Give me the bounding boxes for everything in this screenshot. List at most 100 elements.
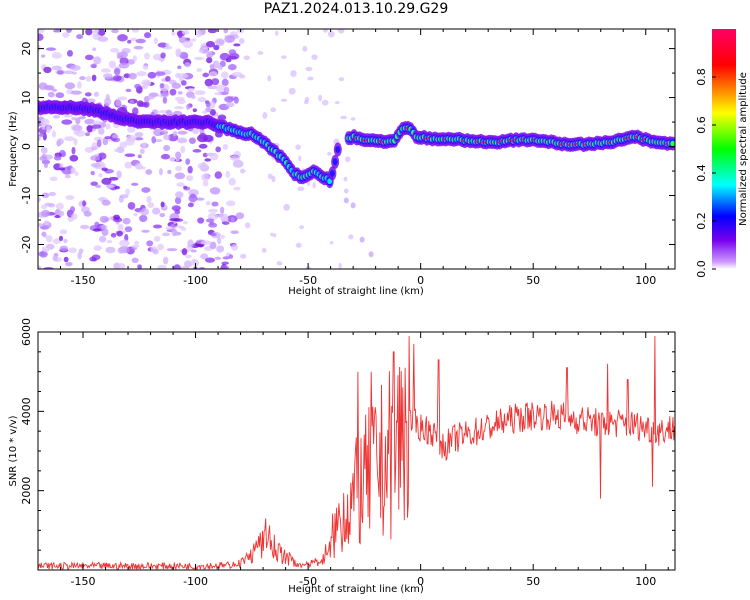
spectrogram-noise-blob bbox=[180, 226, 187, 231]
snr-y-tick-label: 2000 bbox=[20, 477, 33, 505]
spectrogram-noise-blob bbox=[97, 36, 109, 42]
spectrogram-noise-blob bbox=[114, 185, 121, 190]
spectrogram-noise-blob bbox=[66, 50, 74, 57]
spectrogram-noise-blob bbox=[72, 125, 83, 132]
spectrogram-noise-blob bbox=[93, 56, 102, 65]
spectrogram-noise-blob bbox=[108, 176, 119, 181]
spectrogram-noise-blob bbox=[283, 203, 290, 211]
spectrogram-noise-blob bbox=[298, 155, 302, 162]
spectrogram-noise-blob bbox=[318, 94, 323, 102]
spectrogram-noise-blob bbox=[207, 212, 219, 221]
spectrogram-noise-blob bbox=[295, 242, 302, 248]
spectrogram-noise-blob bbox=[137, 264, 142, 269]
spectrogram-noise-blob bbox=[198, 143, 208, 149]
spectrogram-noise-blob bbox=[126, 59, 135, 65]
spectrogram-noise-blob bbox=[176, 182, 185, 187]
spectrogram-noise-blob bbox=[297, 186, 305, 192]
snr-line bbox=[38, 335, 675, 570]
spectrogram-noise-blob bbox=[198, 132, 207, 140]
spectrogram-noise-blob bbox=[154, 139, 163, 143]
spectrogram-noise-blob bbox=[90, 162, 101, 168]
spectrogram-noise-blob bbox=[217, 114, 227, 121]
spectrogram-noise-blob bbox=[51, 65, 63, 71]
spectrogram-noise-blob bbox=[64, 174, 71, 179]
spectrogram-noise-blob bbox=[205, 218, 215, 223]
spectrogram-noise-blob bbox=[69, 206, 76, 213]
spectrogram-noise-blob bbox=[137, 154, 142, 159]
spectrogram-noise-blob bbox=[133, 45, 144, 50]
spectrogram-noise-blob bbox=[84, 132, 91, 137]
spectrogram-noise-blob bbox=[191, 38, 197, 42]
spectrogram-noise-blob bbox=[71, 213, 78, 220]
spectrogram-noise-blob bbox=[49, 176, 58, 182]
snr-y-axis-label: SNR (10 * v/v) bbox=[8, 415, 19, 486]
spectrogram-noise-blob bbox=[182, 40, 194, 49]
spectrogram-noise-blob bbox=[98, 235, 107, 243]
colorbar-gradient bbox=[712, 29, 736, 269]
spectrogram-noise-blob bbox=[167, 169, 172, 175]
spectrogram-y-tick-label: -20 bbox=[20, 236, 33, 254]
spectrogram-noise-blob bbox=[132, 107, 139, 115]
spectrogram-noise-blob bbox=[270, 232, 274, 237]
spectrogram-noise-blob bbox=[215, 146, 222, 153]
spectrogram-noise-blob bbox=[204, 257, 216, 263]
spectrogram-noise-blob bbox=[177, 65, 182, 70]
spectrogram-noise-blob bbox=[159, 212, 166, 218]
spectrogram-noise-blob bbox=[175, 165, 182, 172]
spectrogram-noise-blob bbox=[118, 195, 124, 203]
spectrogram-noise-blob bbox=[152, 248, 159, 255]
spectrogram-noise-blob bbox=[221, 221, 230, 225]
spectrogram-noise-blob bbox=[198, 266, 206, 269]
spectrogram-noise-blob bbox=[112, 134, 119, 139]
spectrogram-noise-blob bbox=[78, 248, 84, 254]
spectrogram-noise-blob bbox=[116, 146, 125, 154]
spectrogram-noise-blob bbox=[209, 187, 221, 195]
spectrogram-noise-blob bbox=[146, 95, 155, 100]
spectrogram-noise-blob bbox=[288, 87, 296, 95]
spectrogram-noise-blob bbox=[206, 41, 216, 48]
spectrogram-noise-blob bbox=[128, 72, 137, 80]
spectrogram-noise-blob bbox=[221, 78, 229, 87]
spectrogram-noise-blob bbox=[216, 84, 227, 93]
snr-x-tick-label: -100 bbox=[183, 575, 208, 588]
spectrogram-noise-blob bbox=[217, 236, 222, 245]
spectrogram-noise-blob bbox=[169, 157, 176, 162]
spectrogram-x-tick-label: -150 bbox=[71, 274, 96, 287]
spectrogram-noise-blob bbox=[116, 51, 123, 56]
spectrogram-noise-blob bbox=[39, 250, 48, 258]
spectrogram-noise-blob bbox=[305, 66, 313, 72]
spectrogram-noise-blob bbox=[329, 240, 334, 245]
spectrogram-noise-blob bbox=[157, 42, 168, 48]
spectrogram-noise-blob bbox=[196, 68, 203, 73]
spectrogram-noise-blob bbox=[125, 138, 135, 146]
spectrogram-noise-blob bbox=[131, 257, 139, 264]
spectrogram-frame bbox=[37, 28, 676, 270]
spectrogram-noise-blob bbox=[197, 217, 205, 224]
spectrogram-noise-blob bbox=[152, 53, 162, 61]
spectrogram-noise-blob bbox=[187, 239, 194, 248]
spectrogram-noise-blob bbox=[65, 262, 73, 267]
spectrogram-noise-blob bbox=[95, 184, 102, 188]
spectrogram-noise-blob bbox=[86, 125, 93, 133]
spectrogram-noise-blob bbox=[230, 217, 235, 223]
spectrogram-noise-blob bbox=[211, 78, 220, 86]
spectrogram-noise-blob bbox=[183, 185, 188, 189]
spectrogram-noise-blob bbox=[99, 215, 109, 223]
spectrogram-noise-blob bbox=[127, 39, 132, 44]
spectrogram-noise-blob bbox=[116, 170, 122, 179]
spectrogram-noise-blob bbox=[171, 31, 176, 36]
spectrogram-noise-blob bbox=[105, 246, 116, 254]
spectrogram-noise-blob bbox=[134, 132, 144, 138]
spectrogram-noise-blob bbox=[139, 214, 148, 223]
spectrogram-noise-blob bbox=[100, 68, 112, 73]
spectrogram-noise-blob bbox=[173, 106, 185, 110]
spectrogram-noise-blob bbox=[101, 177, 112, 185]
spectrogram-noise-blob bbox=[109, 216, 114, 220]
spectrogram-noise-blob bbox=[267, 75, 272, 82]
spectrogram-noise-blob bbox=[63, 70, 74, 75]
spectrogram-noise-blob bbox=[141, 142, 147, 148]
spectrogram-noise-blob bbox=[275, 30, 279, 36]
spectrogram-noise-blob bbox=[146, 195, 152, 204]
spectrogram-noise-blob bbox=[223, 29, 228, 34]
spectrogram-noise-blob bbox=[84, 118, 95, 125]
